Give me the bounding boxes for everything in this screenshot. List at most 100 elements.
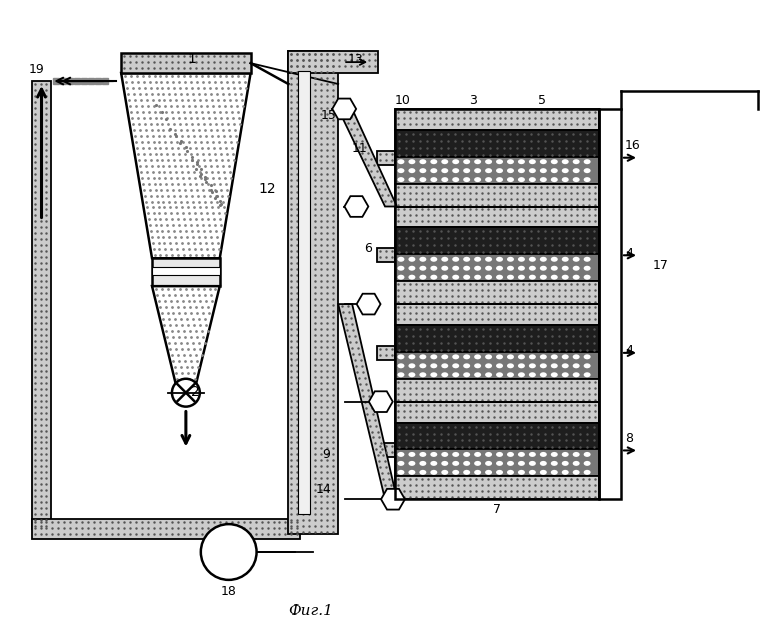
Ellipse shape — [540, 275, 547, 279]
Ellipse shape — [398, 168, 405, 173]
Ellipse shape — [540, 354, 547, 359]
Ellipse shape — [529, 354, 536, 359]
Polygon shape — [339, 109, 397, 207]
Ellipse shape — [474, 275, 481, 279]
Ellipse shape — [496, 372, 503, 377]
Ellipse shape — [409, 275, 416, 279]
Polygon shape — [339, 304, 397, 499]
Text: 18: 18 — [221, 585, 236, 598]
Ellipse shape — [431, 461, 438, 466]
Ellipse shape — [452, 461, 459, 466]
Text: 9: 9 — [322, 448, 330, 461]
Ellipse shape — [540, 452, 547, 457]
Bar — [395, 379, 599, 402]
Ellipse shape — [441, 372, 448, 377]
Ellipse shape — [441, 257, 448, 261]
Ellipse shape — [420, 177, 427, 182]
Ellipse shape — [573, 363, 580, 368]
Ellipse shape — [496, 470, 503, 475]
Bar — [395, 477, 599, 499]
Text: 7: 7 — [493, 503, 501, 516]
Ellipse shape — [496, 257, 503, 261]
Ellipse shape — [562, 470, 569, 475]
Ellipse shape — [518, 159, 525, 164]
Ellipse shape — [409, 372, 416, 377]
Ellipse shape — [441, 168, 448, 173]
Ellipse shape — [485, 354, 492, 359]
Ellipse shape — [562, 372, 569, 377]
Ellipse shape — [485, 266, 492, 270]
Ellipse shape — [474, 257, 481, 261]
Ellipse shape — [452, 363, 459, 368]
Ellipse shape — [431, 168, 438, 173]
Ellipse shape — [452, 470, 459, 475]
Ellipse shape — [420, 452, 427, 457]
Polygon shape — [121, 73, 250, 258]
Bar — [299, 71, 310, 514]
Bar — [121, 53, 250, 73]
Ellipse shape — [529, 461, 536, 466]
Ellipse shape — [529, 372, 536, 377]
Ellipse shape — [573, 470, 580, 475]
Ellipse shape — [398, 470, 405, 475]
Ellipse shape — [398, 257, 405, 261]
Ellipse shape — [463, 266, 470, 270]
Ellipse shape — [529, 275, 536, 279]
Ellipse shape — [452, 168, 459, 173]
Bar — [599, 109, 621, 499]
Ellipse shape — [441, 266, 448, 270]
Ellipse shape — [583, 275, 590, 279]
Bar — [395, 254, 599, 281]
Bar — [395, 227, 599, 254]
Ellipse shape — [573, 275, 580, 279]
Ellipse shape — [431, 372, 438, 377]
Ellipse shape — [474, 354, 481, 359]
Text: 4: 4 — [625, 345, 633, 357]
Ellipse shape — [551, 452, 558, 457]
Ellipse shape — [485, 461, 492, 466]
Ellipse shape — [562, 159, 569, 164]
Ellipse shape — [452, 266, 459, 270]
Ellipse shape — [474, 372, 481, 377]
Text: 3: 3 — [469, 95, 477, 108]
Ellipse shape — [463, 177, 470, 182]
Ellipse shape — [452, 159, 459, 164]
Text: 4: 4 — [625, 247, 633, 260]
Ellipse shape — [431, 470, 438, 475]
Ellipse shape — [573, 452, 580, 457]
Ellipse shape — [431, 275, 438, 279]
Bar — [395, 207, 599, 227]
Ellipse shape — [485, 275, 492, 279]
Bar — [395, 422, 599, 450]
Ellipse shape — [398, 372, 405, 377]
Ellipse shape — [551, 372, 558, 377]
Bar — [395, 184, 599, 207]
Ellipse shape — [496, 354, 503, 359]
Ellipse shape — [452, 372, 459, 377]
Ellipse shape — [398, 363, 405, 368]
Ellipse shape — [562, 266, 569, 270]
Ellipse shape — [551, 159, 558, 164]
Text: 13: 13 — [347, 53, 363, 66]
Ellipse shape — [573, 257, 580, 261]
Polygon shape — [152, 286, 220, 384]
Ellipse shape — [583, 372, 590, 377]
Text: 1: 1 — [188, 52, 197, 66]
Ellipse shape — [409, 363, 416, 368]
Ellipse shape — [474, 363, 481, 368]
Bar — [395, 109, 599, 499]
Ellipse shape — [496, 266, 503, 270]
Bar — [377, 249, 395, 262]
Ellipse shape — [463, 159, 470, 164]
Circle shape — [172, 379, 200, 406]
Ellipse shape — [398, 177, 405, 182]
Text: 17: 17 — [653, 259, 668, 272]
Ellipse shape — [507, 159, 514, 164]
Ellipse shape — [583, 363, 590, 368]
Ellipse shape — [452, 275, 459, 279]
Ellipse shape — [463, 461, 470, 466]
Ellipse shape — [485, 452, 492, 457]
Ellipse shape — [540, 177, 547, 182]
Text: 16: 16 — [625, 139, 640, 152]
Text: 8: 8 — [625, 432, 633, 445]
